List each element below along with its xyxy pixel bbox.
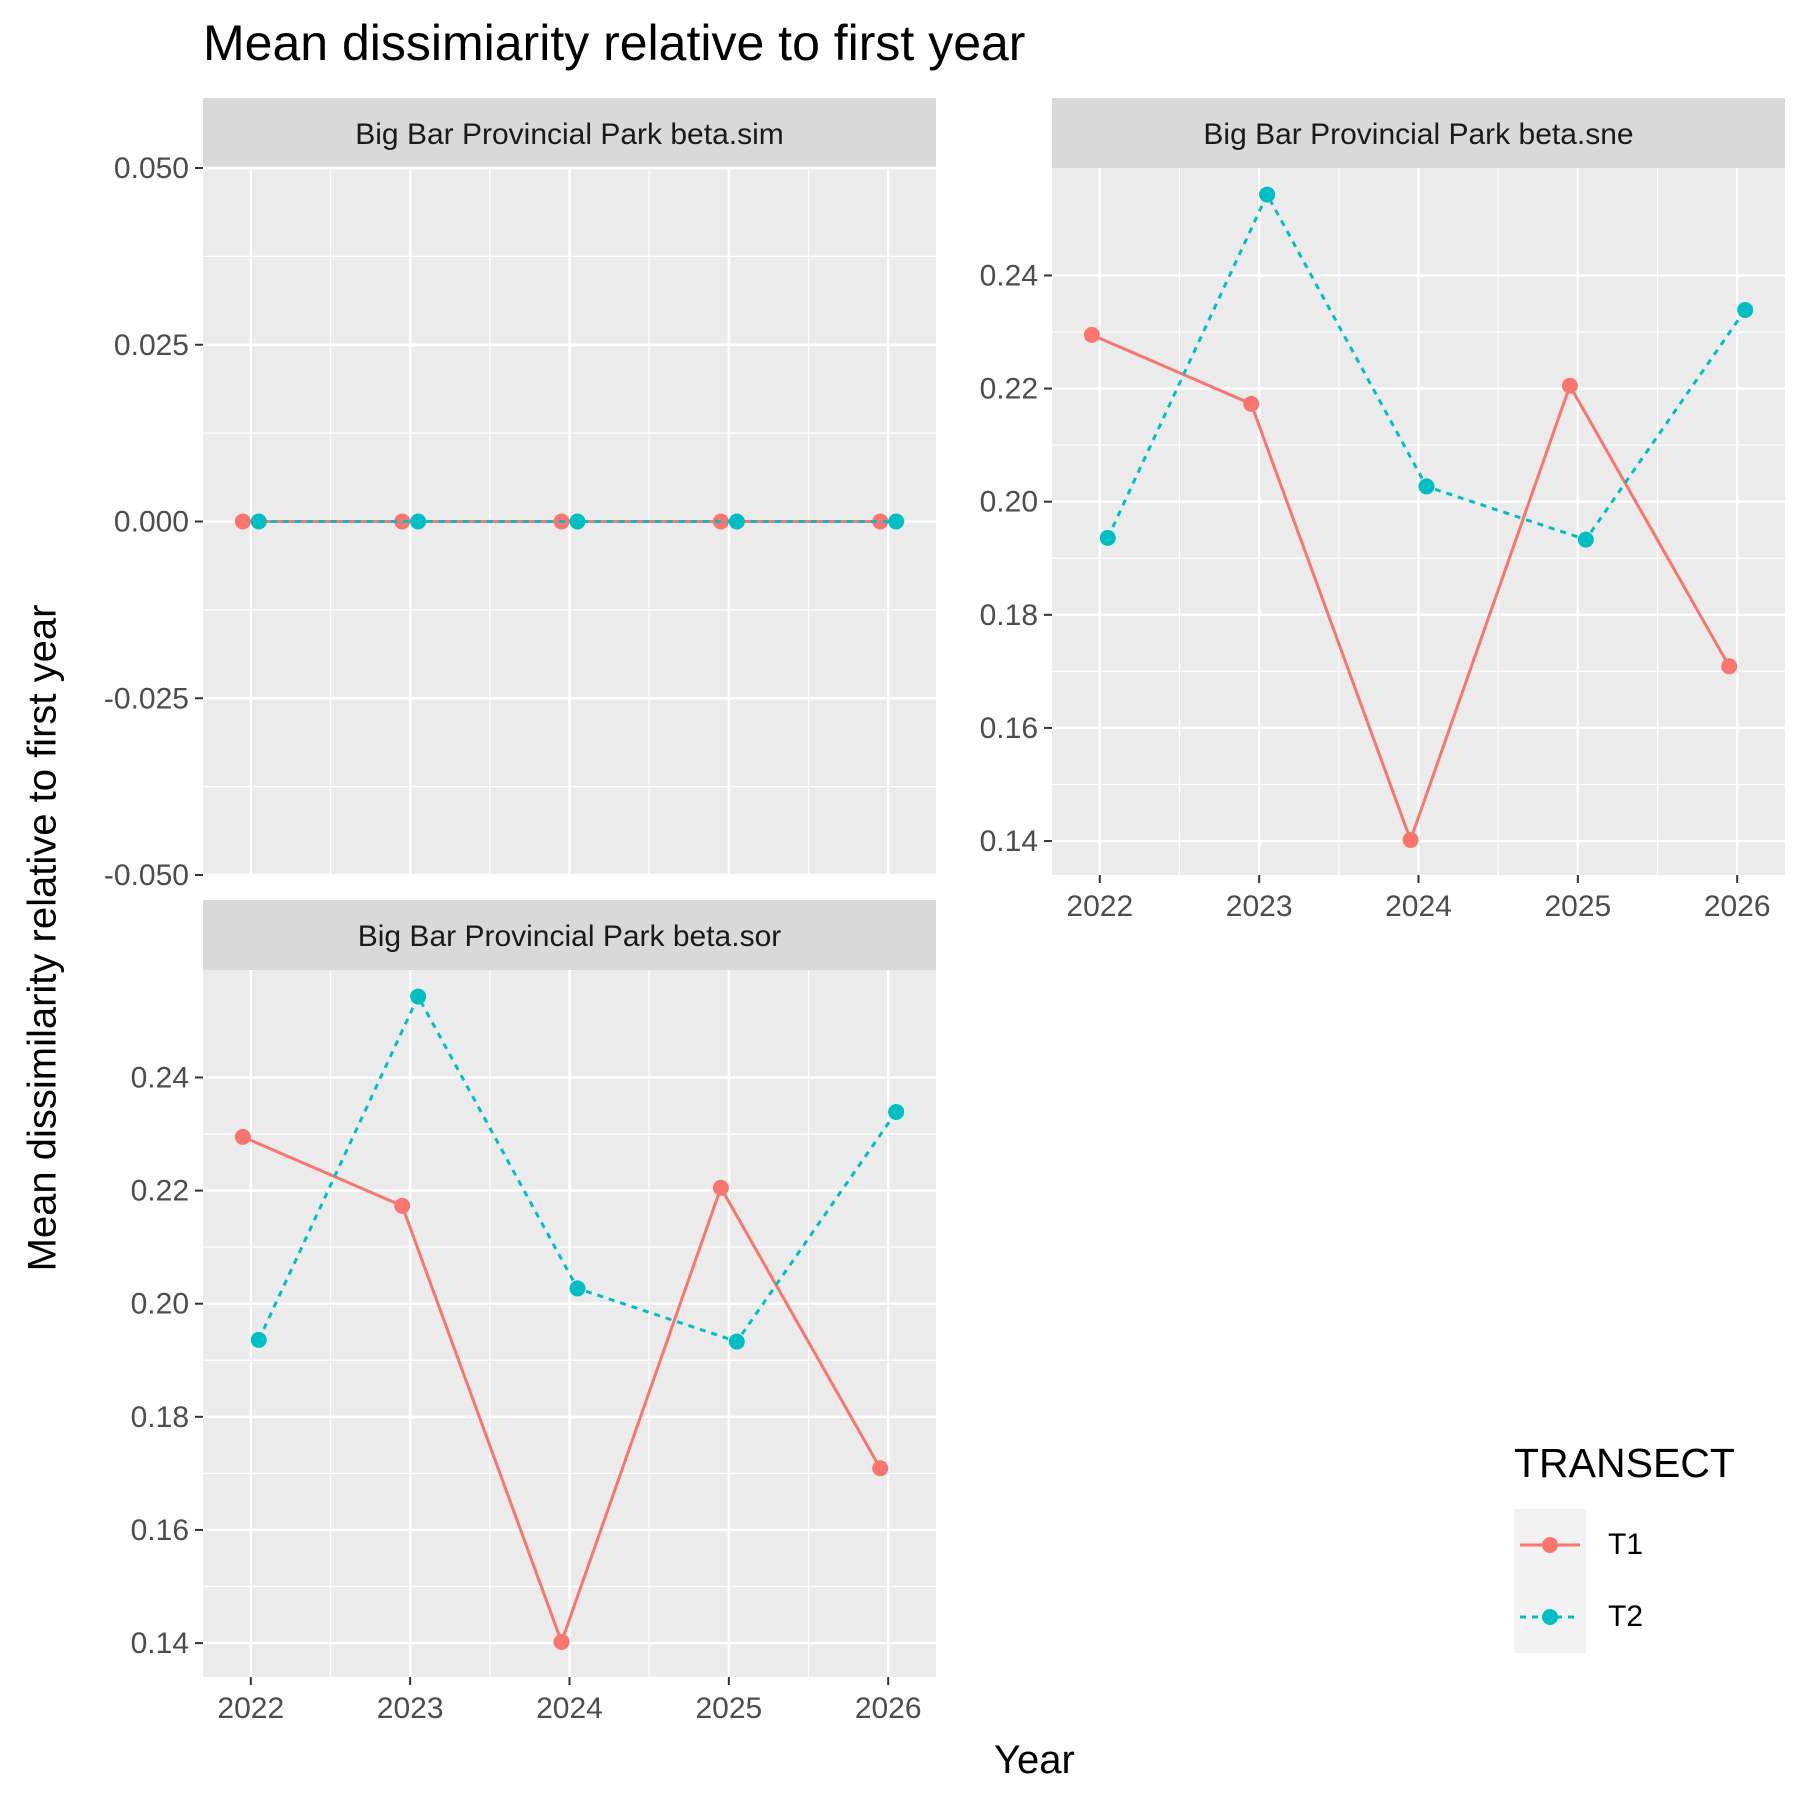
legend-label-t2: T2 xyxy=(1608,1600,1644,1633)
data-point-t2 xyxy=(1418,478,1435,495)
facet-strip-label: Big Bar Provincial Park beta.sne xyxy=(1203,118,1633,151)
x-tick-label: 2022 xyxy=(1066,890,1133,923)
data-point-t2 xyxy=(1737,301,1754,318)
data-point-t2 xyxy=(728,513,745,530)
x-tick-label: 2023 xyxy=(1226,890,1293,923)
y-tick-label: 0.050 xyxy=(114,152,189,185)
x-tick-label: 2024 xyxy=(1385,890,1452,923)
facet-panel-3: Big Bar Provincial Park beta.sor 0.14 0.16… xyxy=(131,900,936,1725)
y-tick-label: 0.16 xyxy=(980,712,1038,745)
data-point-t1 xyxy=(872,1460,889,1477)
y-tick-label: 0.14 xyxy=(980,825,1038,858)
x-tick-label: 2022 xyxy=(217,1692,284,1725)
data-point-t2 xyxy=(410,988,427,1005)
data-point-t1 xyxy=(1243,395,1260,412)
facet-strip xyxy=(203,98,936,168)
data-point-t1 xyxy=(234,1128,251,1145)
facet-strip-label: Big Bar Provincial Park beta.sor xyxy=(358,920,782,953)
data-point-t2 xyxy=(888,513,905,530)
y-tick-label: 0.22 xyxy=(131,1175,189,1208)
facet-strip xyxy=(203,900,936,970)
data-point-t2 xyxy=(1577,531,1594,548)
x-tick-label: 2023 xyxy=(377,1692,444,1725)
data-point-t1 xyxy=(712,1179,729,1196)
x-tick-label: 2025 xyxy=(695,1692,762,1725)
data-point-t2 xyxy=(728,1333,745,1350)
data-point-t1 xyxy=(1083,326,1100,343)
legend-point-t1 xyxy=(1542,1537,1558,1553)
data-point-t1 xyxy=(1402,831,1419,848)
data-point-t1 xyxy=(1721,658,1738,675)
y-tick-label: 0.18 xyxy=(131,1401,189,1434)
data-point-t1 xyxy=(394,1197,411,1214)
y-tick-label: 0.18 xyxy=(980,599,1038,632)
y-tick-label: -0.050 xyxy=(104,859,189,892)
data-point-t2 xyxy=(888,1103,905,1120)
facet-strip-label: Big Bar Provincial Park beta.sim xyxy=(355,118,784,151)
x-tick-label: 2026 xyxy=(855,1692,922,1725)
x-axis-title: Year xyxy=(994,1738,1075,1782)
legend-key-t2 xyxy=(1514,1581,1586,1653)
y-tick-label: 0.14 xyxy=(131,1627,189,1660)
data-point-t2 xyxy=(410,513,427,530)
x-tick-label: 2025 xyxy=(1544,890,1611,923)
data-point-t2 xyxy=(250,513,267,530)
facet-panel-1: Big Bar Provincial Park beta.sim 0.050 0.0… xyxy=(104,98,936,892)
legend-entry-t2: T2 xyxy=(1514,1581,1735,1653)
legend-entry-t1: T1 xyxy=(1514,1509,1735,1581)
legend-label-t1: T1 xyxy=(1608,1528,1644,1561)
legend-point-t2 xyxy=(1542,1609,1558,1625)
y-tick-label: -0.025 xyxy=(104,682,189,715)
data-point-t1 xyxy=(872,513,889,530)
facet-panel-2: Big Bar Provincial Park beta.sne 0.14 0.16… xyxy=(980,98,1785,923)
legend-title: TRANSECT xyxy=(1514,1440,1735,1486)
data-point-t1 xyxy=(712,513,729,530)
data-point-t2 xyxy=(1099,529,1116,546)
y-tick-label: 0.24 xyxy=(131,1061,189,1094)
data-point-t1 xyxy=(1561,377,1578,394)
y-tick-label: 0.025 xyxy=(114,329,189,362)
legend-key-t1 xyxy=(1514,1509,1586,1581)
chart-title: Mean dissimiarity relative to first year xyxy=(203,15,1026,71)
y-tick-label: 0.16 xyxy=(131,1514,189,1547)
data-point-t2 xyxy=(1259,186,1276,203)
y-tick-label: 0.22 xyxy=(980,373,1038,406)
x-tick-label: 2026 xyxy=(1704,890,1771,923)
data-point-t1 xyxy=(234,513,251,530)
data-point-t1 xyxy=(394,513,411,530)
y-tick-label: 0.20 xyxy=(980,486,1038,519)
legend-keys: T1 T2 xyxy=(1514,1509,1735,1653)
x-tick-label: 2024 xyxy=(536,1692,603,1725)
y-tick-label: 0.24 xyxy=(980,259,1038,292)
y-tick-label: 0.000 xyxy=(114,506,189,539)
y-tick-label: 0.20 xyxy=(131,1288,189,1321)
data-point-t2 xyxy=(250,1331,267,1348)
data-point-t2 xyxy=(569,513,586,530)
data-point-t2 xyxy=(569,1280,586,1297)
data-point-t1 xyxy=(553,1633,570,1650)
legend: TRANSECT T1 T2 xyxy=(1514,1440,1735,1653)
facet-strip xyxy=(1052,98,1785,168)
